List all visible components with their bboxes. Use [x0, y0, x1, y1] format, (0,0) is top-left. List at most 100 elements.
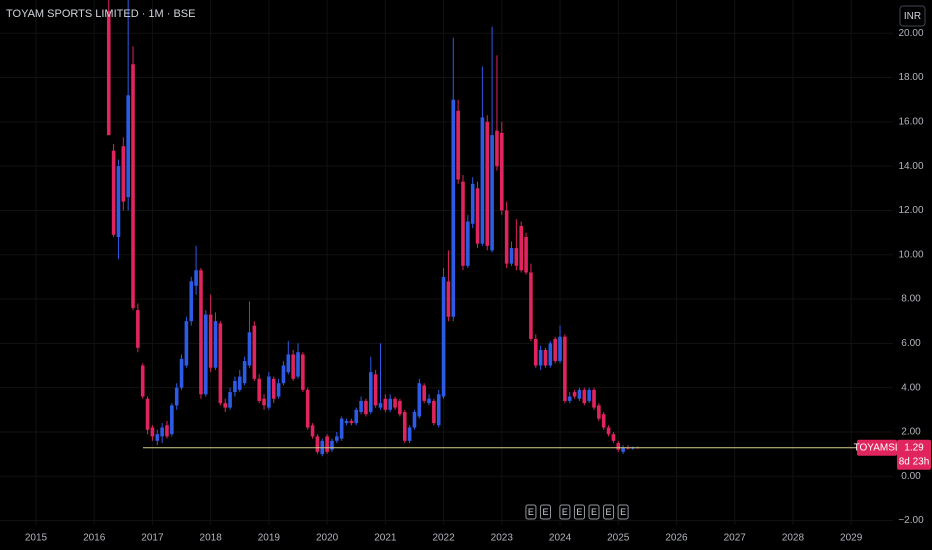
- candle-body: [286, 354, 291, 373]
- earnings-marker: [573, 504, 585, 520]
- x-tick-label: 2019: [258, 533, 281, 544]
- candle-body: [500, 132, 504, 211]
- candle-body: [504, 210, 509, 264]
- candle-body: [451, 99, 456, 317]
- price-tag: [897, 439, 931, 470]
- candle-body: [339, 418, 344, 439]
- candle-body: [140, 365, 145, 397]
- y-tick-label: 12.00: [898, 205, 923, 216]
- earnings-label: E: [620, 507, 626, 517]
- candle-body: [529, 272, 533, 339]
- candle-body: [398, 400, 402, 415]
- candle-body: [582, 389, 587, 404]
- candle-body: [485, 121, 490, 246]
- symbol-tag: [857, 439, 897, 456]
- candle-body: [271, 378, 276, 399]
- candle-body: [281, 365, 286, 384]
- candle-body: [383, 398, 388, 410]
- x-tick-label: 2015: [25, 533, 48, 544]
- candle-body: [427, 398, 431, 404]
- candle-body: [466, 221, 470, 266]
- candle-body: [519, 225, 524, 271]
- candle-body: [364, 400, 368, 415]
- x-tick-label: 2029: [840, 533, 863, 544]
- candle-body: [291, 354, 295, 379]
- candle-body: [194, 270, 198, 286]
- candle-body: [208, 314, 213, 368]
- candle-body: [257, 378, 261, 401]
- y-tick-label: 16.00: [898, 116, 923, 127]
- candle-body: [111, 150, 116, 235]
- candle-body: [262, 398, 266, 406]
- candle-body: [305, 389, 310, 428]
- candle-body: [174, 387, 179, 406]
- candle-body: [402, 412, 407, 441]
- x-tick-label: 2028: [782, 533, 805, 544]
- candle-body: [548, 343, 553, 366]
- x-tick-label: 2018: [200, 533, 223, 544]
- candle-body: [296, 352, 300, 377]
- candle-body: [199, 270, 203, 395]
- earnings-label: E: [591, 507, 597, 517]
- candle-body: [514, 248, 519, 266]
- candle-body: [121, 146, 126, 202]
- candle-body: [131, 64, 135, 308]
- candle-body: [373, 374, 378, 406]
- earnings-label: E: [542, 507, 548, 517]
- candle-body: [213, 321, 218, 368]
- candle-body: [150, 427, 155, 437]
- earnings-label: E: [528, 507, 534, 517]
- y-tick-label: 8.00: [901, 294, 921, 305]
- x-tick-label: 2022: [432, 533, 455, 544]
- y-tick-label: 20.00: [898, 28, 923, 39]
- candle-body: [126, 95, 130, 198]
- candle-body: [543, 350, 548, 366]
- candle-body: [247, 332, 252, 366]
- candle-body: [223, 403, 228, 408]
- earnings-label: E: [576, 507, 582, 517]
- candle-body: [592, 389, 596, 408]
- candle-body: [330, 440, 334, 450]
- countdown-label: 8d 23h: [899, 456, 930, 467]
- candle-body: [106, 11, 111, 136]
- price-tag-label: 1.29: [904, 442, 924, 453]
- candle-body: [252, 325, 257, 379]
- candle-body: [606, 427, 611, 435]
- candle-body: [475, 188, 480, 244]
- earnings-label: E: [606, 507, 612, 517]
- candle-body: [184, 321, 189, 366]
- candle-body: [179, 358, 184, 388]
- candle-body: [417, 383, 422, 417]
- currency-button[interactable]: [899, 5, 926, 27]
- candle-body: [116, 166, 121, 238]
- candle-body: [490, 135, 494, 251]
- candle-body: [160, 427, 164, 437]
- x-tick-label: 2017: [141, 533, 164, 544]
- axes: −2.00 0.00 2.00 4.00 6.00 8.00 10.00 12.00 14.00…: [25, 28, 924, 544]
- candle-body: [237, 376, 242, 390]
- candle-body: [242, 361, 247, 384]
- candle-body: [315, 436, 320, 452]
- symbol-tag-label: TOYAMSL: [854, 442, 901, 453]
- candle-body: [407, 427, 412, 441]
- candle-body: [563, 336, 567, 401]
- candle-body: [572, 392, 577, 397]
- currency-label[interactable]: INR: [904, 11, 921, 22]
- candle-body: [524, 237, 528, 273]
- candle-body: [155, 434, 160, 441]
- y-tick-label: 0.00: [901, 471, 921, 482]
- candle-body: [368, 372, 373, 413]
- grid: [0, 0, 893, 525]
- candle-body: [587, 389, 591, 401]
- candle-body: [456, 110, 460, 180]
- candle-body: [276, 383, 281, 397]
- candle-body: [189, 281, 194, 322]
- candle-body: [538, 350, 543, 366]
- y-tick-label: 6.00: [901, 338, 921, 349]
- candle-body: [621, 447, 625, 452]
- candle-body: [412, 412, 417, 428]
- candle-body: [388, 398, 392, 410]
